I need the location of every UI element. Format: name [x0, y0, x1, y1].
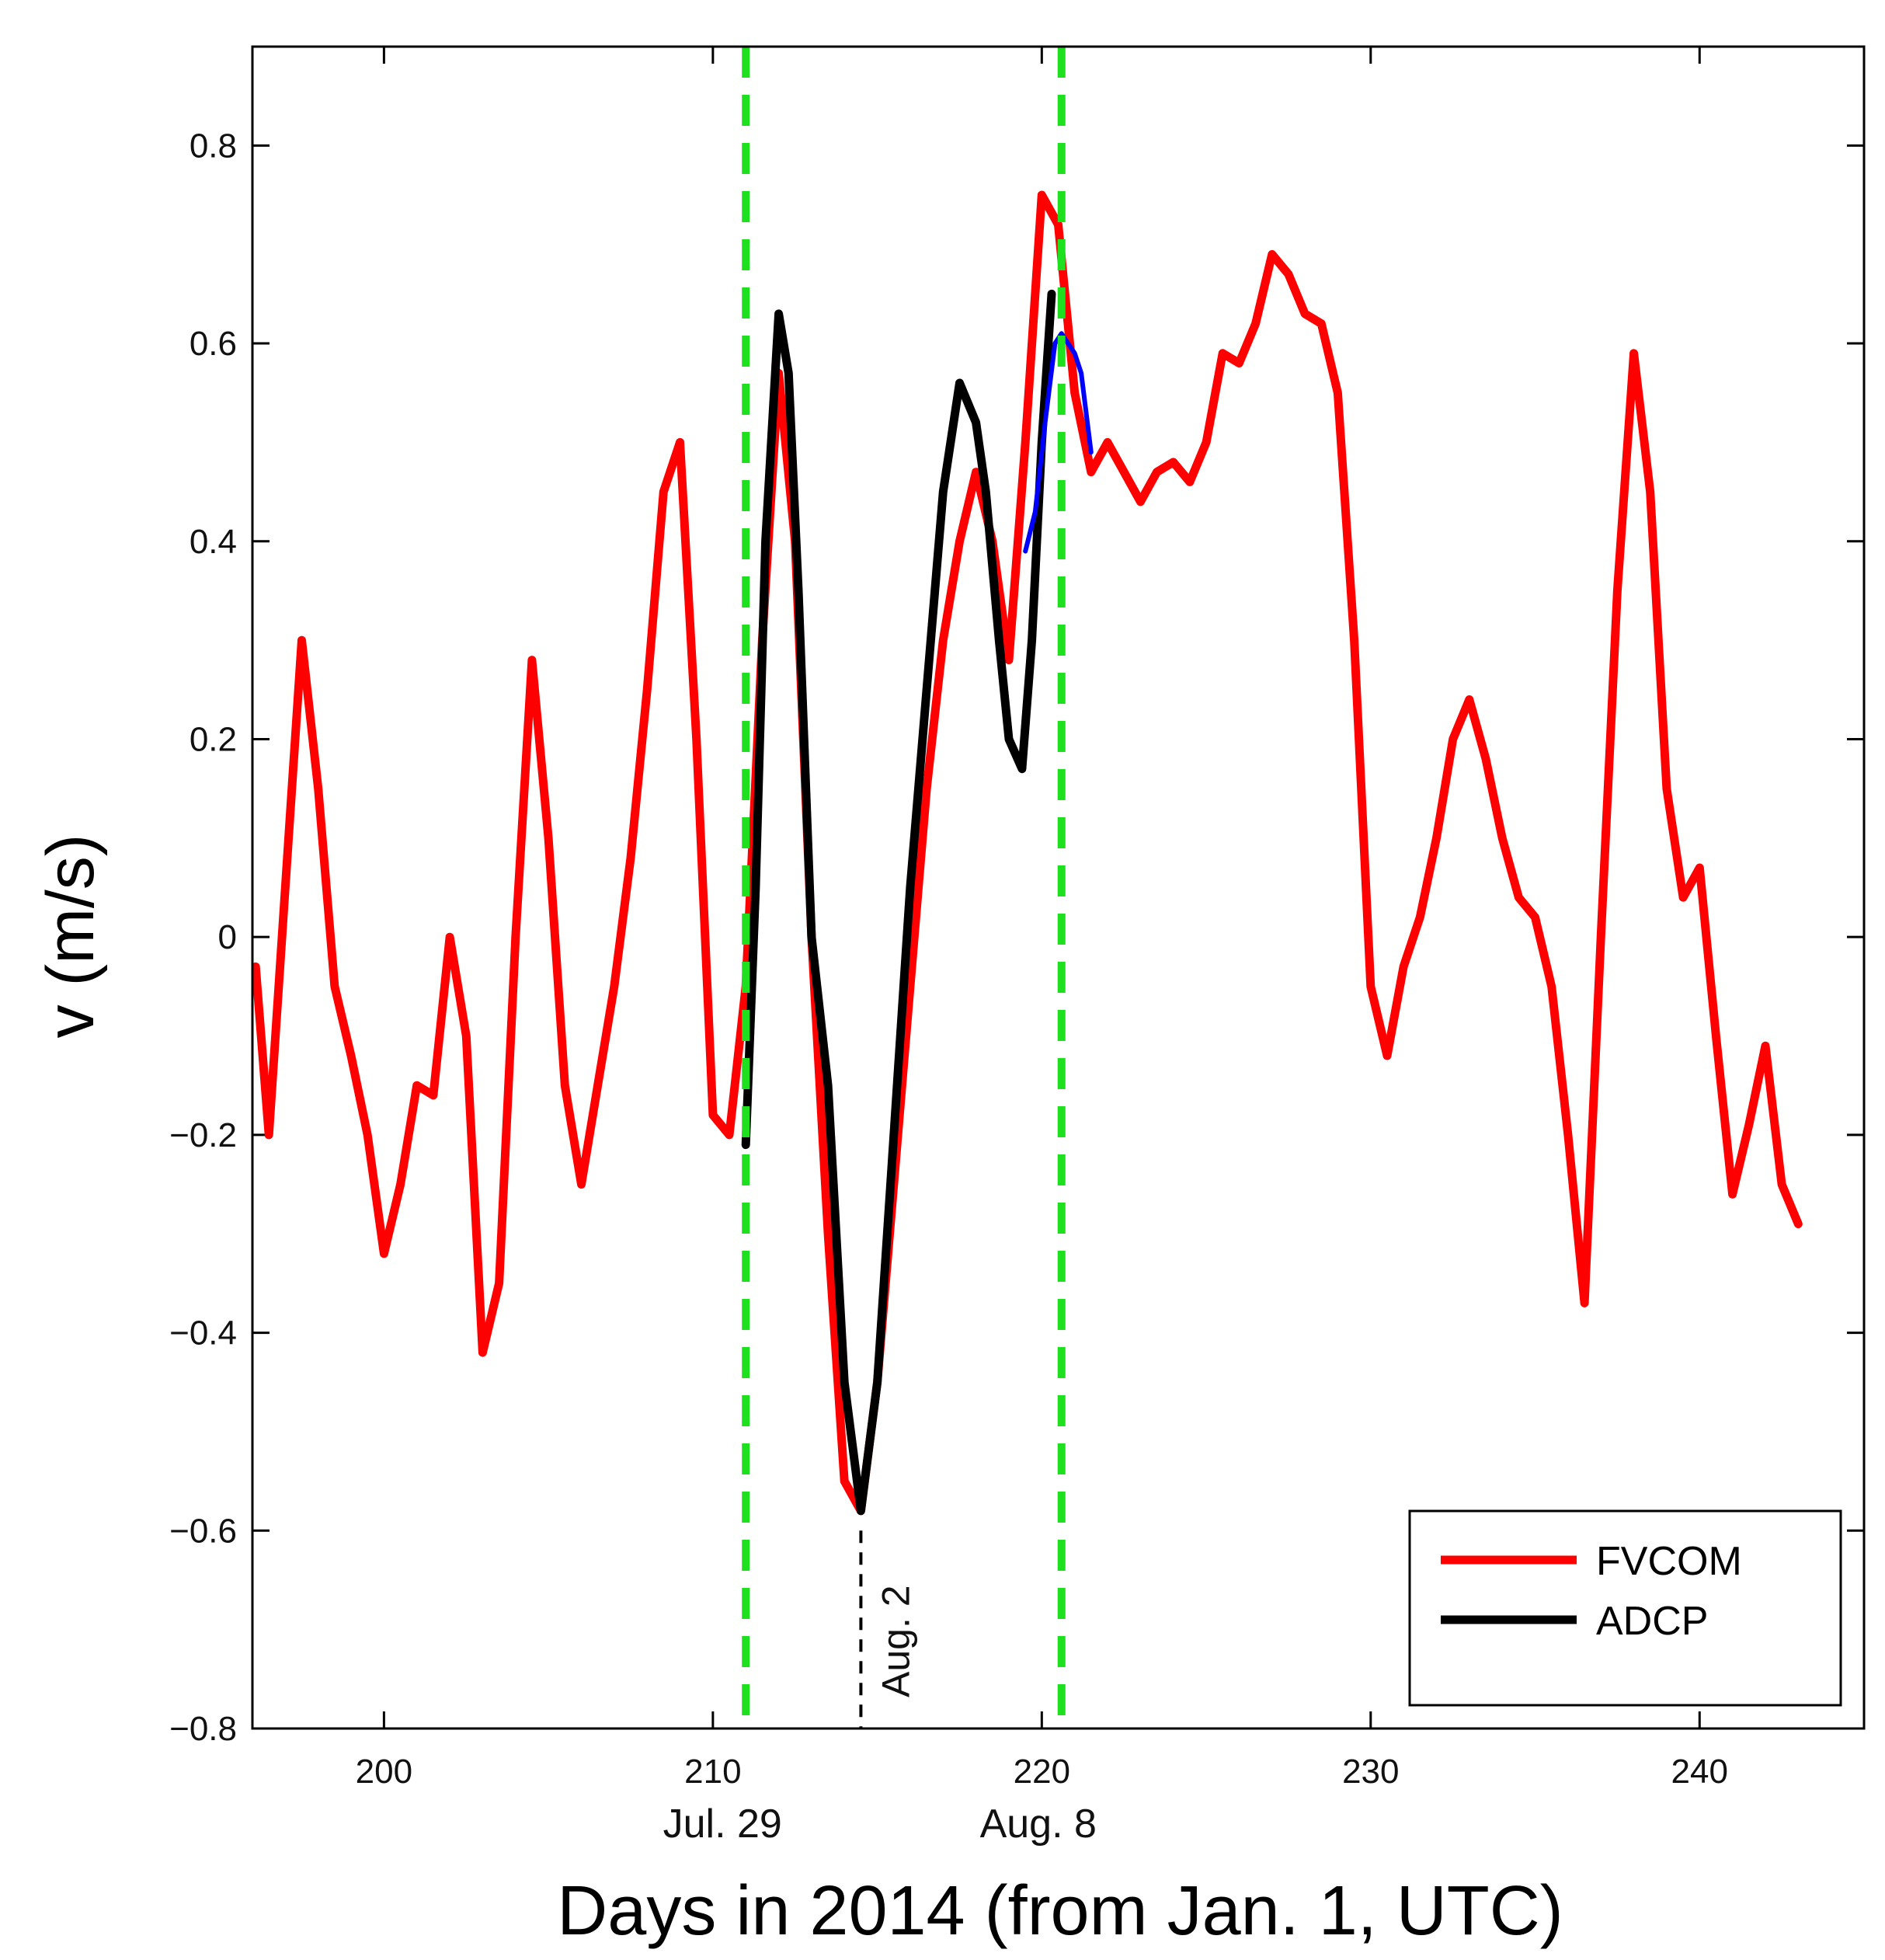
- y-tick-label: −0.6: [169, 1512, 237, 1550]
- x-axis-title: Days in 2014 (from Jan. 1, UTC): [557, 1872, 1563, 1950]
- aug2-annotation-label: Aug. 2: [874, 1585, 917, 1697]
- x-tick-label: 230: [1342, 1753, 1399, 1791]
- legend-box: [1408, 1509, 1842, 1707]
- y-tick-labels: −0.8 −0.6 −0.4 −0.2 0 0.2 0.4 0.6 0.8: [169, 127, 237, 1748]
- x-tick-label: 220: [1014, 1753, 1070, 1791]
- series-line-adcp: [741, 289, 1056, 1516]
- date-markers: Aug. 2: [742, 47, 1066, 1728]
- data-lines: [251, 190, 1803, 1516]
- x-tick-labels: 200 210 220 230 240 Jul. 29 Aug. 8: [356, 1753, 1728, 1847]
- series-line-series-2: [1023, 331, 1094, 554]
- y-tick-label: 0: [218, 918, 237, 956]
- y-tick-label: 0.4: [190, 523, 237, 561]
- y-tick-label: −0.8: [169, 1710, 237, 1748]
- legend-label-adcp: ADCP: [1596, 1599, 1708, 1644]
- series-line-fvcom: [251, 190, 1803, 1516]
- y-tick-label: −0.2: [169, 1116, 237, 1154]
- x-tick-label: 240: [1671, 1753, 1728, 1791]
- y-tick-label: 0.6: [190, 325, 237, 363]
- x-tick-label: 200: [356, 1753, 412, 1791]
- date-marker-label: Aug. 8: [980, 1802, 1097, 1847]
- plot-frame: [251, 45, 1866, 1730]
- y-tick-label: 0.2: [190, 720, 237, 758]
- y-axis-title: v (m/s): [33, 834, 108, 1039]
- y-tick-label: −0.4: [169, 1314, 237, 1353]
- y-tick-label: 0.8: [190, 127, 237, 165]
- date-marker-label: Jul. 29: [663, 1802, 782, 1847]
- x-tick-label: 210: [684, 1753, 741, 1791]
- legend: FVCOM ADCP: [1408, 1509, 1842, 1707]
- legend-label-fvcom: FVCOM: [1596, 1539, 1742, 1584]
